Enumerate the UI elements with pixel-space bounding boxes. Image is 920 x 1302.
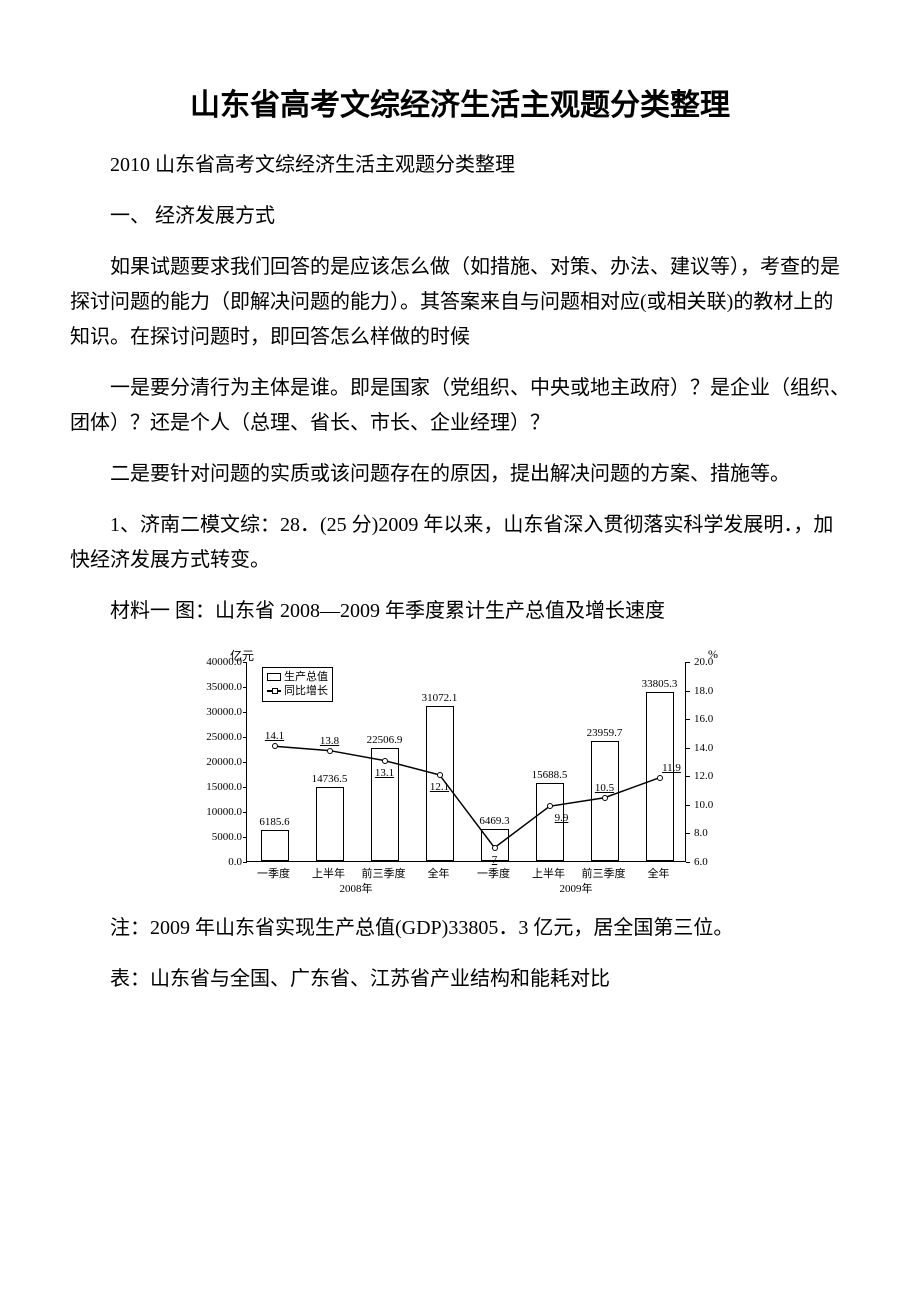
- line-value-label: 11.9: [662, 762, 681, 774]
- paragraph-body-3: 二是要针对问题的实质或该问题存在的原因，提出解决问题的方案、措施等。: [70, 457, 850, 492]
- line-value-label: 13.8: [320, 735, 339, 747]
- line-value-label: 10.5: [595, 782, 614, 794]
- y-ticks-right: 6.08.010.012.014.016.018.020.0: [694, 662, 730, 862]
- y-tick-left-label: 5000.0: [190, 831, 242, 843]
- paragraph-table-caption: 表：山东省与全国、广东省、江苏省产业结构和能耗对比: [70, 962, 850, 997]
- y-tick-right-label: 16.0: [694, 713, 730, 725]
- bar-value-label: 23959.7: [587, 727, 623, 739]
- y-tick-right-label: 14.0: [694, 742, 730, 754]
- paragraph-intro: 2010 山东省高考文综经济生活主观题分类整理: [70, 148, 850, 183]
- x-tick-label: 前三季度: [582, 865, 626, 881]
- paragraph-body-2: 一是要分清行为主体是谁。即是国家（党组织、中央或地主政府）？是企业（组织、团体）…: [70, 371, 850, 441]
- y-tick-right-label: 18.0: [694, 685, 730, 697]
- line-point: [547, 803, 553, 809]
- y-tick-left-label: 25000.0: [190, 731, 242, 743]
- y-tick-left-label: 0.0: [190, 856, 242, 868]
- line-point: [272, 743, 278, 749]
- y-tick-left-label: 40000.0: [190, 656, 242, 668]
- line-value-label: 7: [492, 854, 498, 866]
- x-year-label: 2009年: [560, 880, 593, 896]
- paragraph-body-4: 1、济南二模文综：28．(25 分)2009 年以来，山东省深入贯彻落实科学发展…: [70, 508, 850, 578]
- line-point: [657, 775, 663, 781]
- bar-value-label: 31072.1: [422, 692, 458, 704]
- bar-value-label: 14736.5: [312, 773, 348, 785]
- y-tick-left-label: 15000.0: [190, 781, 242, 793]
- x-tick-label: 前三季度: [362, 865, 406, 881]
- x-tick-label: 一季度: [257, 865, 290, 881]
- y-tick-left-label: 10000.0: [190, 806, 242, 818]
- paragraph-section-heading: 一、 经济发展方式: [70, 199, 850, 234]
- x-tick-label: 全年: [648, 865, 670, 881]
- y-tick-left-label: 20000.0: [190, 756, 242, 768]
- gdp-chart: 亿元 % 生产总值 同比增长 0.05000.010000.015000.020…: [190, 645, 730, 895]
- x-tick-label: 上半年: [312, 865, 345, 881]
- line-point: [382, 758, 388, 764]
- bar-value-label: 33805.3: [642, 678, 678, 690]
- plot-area: 6185.6 14736.5 22506.9 31072.1 6469.3 15688.5…: [246, 662, 686, 862]
- page-title: 山东省高考文综经济生活主观题分类整理: [70, 80, 850, 124]
- paragraph-chart-note: 注：2009 年山东省实现生产总值(GDP)33805．3 亿元，居全国第三位。: [70, 911, 850, 946]
- bar-value-label: 6469.3: [479, 815, 509, 827]
- y-tick-right-label: 8.0: [694, 827, 730, 839]
- y-tick-right-label: 10.0: [694, 799, 730, 811]
- line-point: [437, 772, 443, 778]
- x-tick-label: 一季度: [477, 865, 510, 881]
- y-ticks-left: 0.05000.010000.015000.020000.025000.0300…: [190, 662, 242, 862]
- paragraph-body-1: 如果试题要求我们回答的是应该怎么做（如措施、对策、办法、建议等），考查的是探讨问…: [70, 250, 850, 355]
- line-value-label: 14.1: [265, 730, 284, 742]
- line-value-label: 9.9: [555, 812, 569, 824]
- x-tick-label: 上半年: [532, 865, 565, 881]
- bar-value-label: 6185.6: [259, 816, 289, 828]
- y-tick-right-label: 20.0: [694, 656, 730, 668]
- y-tick-left-label: 35000.0: [190, 681, 242, 693]
- y-tick-left-label: 30000.0: [190, 706, 242, 718]
- bar: [371, 748, 399, 861]
- x-year-label: 2008年: [340, 880, 373, 896]
- y-tick-right-label: 12.0: [694, 770, 730, 782]
- paragraph-material-caption: 材料一 图：山东省 2008—2009 年季度累计生产总值及增长速度: [70, 594, 850, 629]
- x-tick-label: 全年: [428, 865, 450, 881]
- line-point: [602, 795, 608, 801]
- line-value-label: 13.1: [375, 767, 394, 779]
- bar-value-label: 15688.5: [532, 769, 568, 781]
- bar: [261, 830, 289, 861]
- line-point: [327, 748, 333, 754]
- bar: [316, 787, 344, 861]
- bar-value-label: 22506.9: [367, 734, 403, 746]
- line-point: [492, 845, 498, 851]
- y-tick-right-label: 6.0: [694, 856, 730, 868]
- bar: [591, 741, 619, 861]
- line-value-label: 12.1: [430, 781, 449, 793]
